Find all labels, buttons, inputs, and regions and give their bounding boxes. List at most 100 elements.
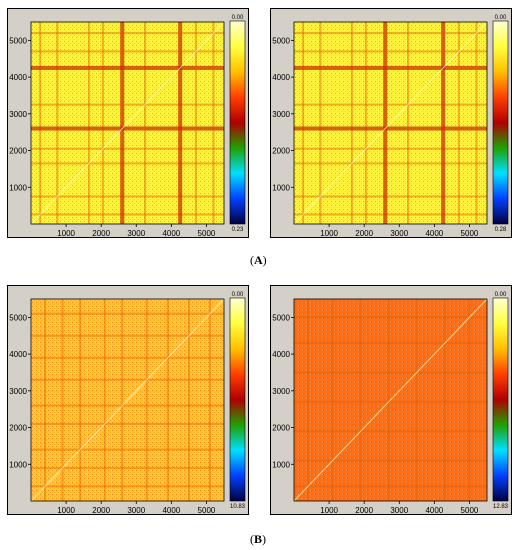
heatmap-band-vertical [103, 299, 106, 501]
y-tick-label: 2000 [9, 424, 27, 433]
y-tick-label: 1000 [9, 183, 27, 192]
y-tick-label: 5000 [9, 36, 27, 45]
colorbar-bottom-label: 12.83 [493, 504, 509, 510]
x-tick-label: 5000 [461, 229, 479, 237]
heatmap-chart-b-right: 1000 2000 3000 4000 5000 1000 2000 3000 4000 5000… [272, 292, 509, 514]
colorbar-top-label: 0.00 [495, 292, 507, 298]
heatmap-band-vertical [79, 299, 82, 501]
x-tick-label: 4000 [425, 229, 443, 237]
heatmap-band-horizontal [294, 430, 487, 433]
heatmap-band-horizontal [294, 103, 487, 106]
heatmap-band-vertical [39, 22, 42, 224]
x-tick-label: 5000 [198, 506, 216, 514]
heatmap-band-horizontal [31, 147, 224, 150]
x-tick-label: 3000 [390, 229, 408, 237]
x-tick-label: 3000 [127, 229, 145, 237]
y-tick-label: 5000 [272, 36, 290, 45]
heatmap-band-vertical [120, 22, 125, 224]
x-tick-label: 2000 [92, 506, 110, 514]
heatmap-band-vertical [145, 299, 148, 501]
heatmap-band-horizontal [294, 316, 487, 319]
heatmap-band-vertical [56, 22, 59, 224]
colorbar-bottom-label: 0.23 [232, 227, 244, 233]
heatmap-band-vertical [44, 299, 47, 501]
heatmap-panel-a-right: 1000 2000 3000 4000 5000 1000 2000 3000 4000 5000… [270, 8, 512, 238]
x-tick-label: 5000 [461, 506, 479, 514]
heatmap-band-vertical [331, 299, 334, 501]
heatmap-band-horizontal [31, 195, 224, 198]
plot-frame [30, 21, 225, 225]
heatmap-band-horizontal [31, 448, 224, 451]
heatmap-band-vertical [178, 22, 183, 224]
heatmap-chart-b-left: 1000 2000 3000 4000 5000 1000 2000 3000 4000 5000… [9, 292, 246, 514]
heatmap-band-horizontal [31, 485, 224, 488]
heatmap-band-horizontal [31, 378, 224, 381]
heatmap-band-horizontal [294, 342, 487, 345]
heatmap-band-horizontal [31, 356, 224, 359]
heatmap-band-horizontal [294, 65, 487, 70]
x-tick-label: 1000 [57, 506, 75, 514]
y-tick-label: 5000 [9, 313, 27, 322]
heatmap-band-vertical [307, 299, 310, 501]
heatmap-band-vertical [443, 299, 446, 501]
colorbar-top-label: 0.00 [232, 292, 244, 298]
colorbar [229, 20, 246, 225]
colorbar-bottom-label: 0.28 [495, 227, 507, 233]
x-tick-label: 1000 [57, 229, 75, 237]
heatmap-band-vertical [350, 22, 353, 224]
heatmap-band-horizontal [294, 162, 487, 165]
heatmap-band-horizontal [31, 126, 224, 131]
heatmap-band-vertical [387, 299, 390, 501]
heatmap-band-vertical [359, 299, 362, 501]
heatmap-band-horizontal [294, 147, 487, 150]
y-tick-label: 1000 [9, 460, 27, 469]
heatmap-band-vertical [208, 299, 211, 501]
colorbar-top-label: 0.00 [495, 15, 507, 21]
x-tick-label: 1000 [320, 229, 338, 237]
heatmap-band-vertical [364, 22, 367, 224]
y-tick-label: 1000 [272, 183, 290, 192]
heatmap-band-horizontal [31, 466, 224, 469]
heatmap-band-vertical [415, 299, 418, 501]
heatmap-band-vertical [441, 22, 446, 224]
heatmap-band-vertical [187, 299, 190, 501]
x-tick-label: 2000 [92, 229, 110, 237]
heatmap-band-horizontal [31, 334, 224, 337]
heatmap-band-vertical [166, 299, 169, 501]
heatmap-band-vertical [475, 22, 478, 224]
heatmap-band-vertical [302, 22, 305, 224]
y-tick-label: 5000 [272, 313, 290, 322]
heatmap-band-horizontal [294, 195, 487, 198]
heatmap-band-vertical [87, 22, 90, 224]
x-tick-label: 2000 [355, 229, 373, 237]
heatmap-band-horizontal [294, 459, 487, 462]
heatmap-diagonal [293, 298, 488, 502]
x-tick-label: 4000 [425, 506, 443, 514]
y-tick-label: 4000 [272, 73, 290, 82]
heatmap-band-horizontal [31, 213, 224, 216]
colorbar-bottom-label: 10.83 [230, 504, 246, 510]
x-tick-label: 4000 [162, 229, 180, 237]
heatmap-band-vertical [121, 299, 124, 501]
plot-frame [30, 298, 225, 502]
heatmap-band-horizontal [294, 213, 487, 216]
y-tick-label: 2000 [272, 147, 290, 156]
y-tick-label: 2000 [9, 147, 27, 156]
colorbar [492, 297, 509, 502]
x-tick-label: 3000 [390, 506, 408, 514]
plot-frame [293, 298, 488, 502]
x-tick-label: 4000 [162, 506, 180, 514]
plot-frame [293, 21, 488, 225]
heatmap-band-vertical [468, 299, 471, 501]
heatmap-diagonal [30, 298, 225, 502]
heatmap-band-horizontal [31, 65, 224, 70]
heatmap-band-horizontal [294, 32, 487, 35]
heatmap-band-horizontal [294, 400, 487, 403]
figure-label-b: (B) [250, 532, 267, 546]
colorbar [492, 20, 509, 225]
heatmap-band-horizontal [31, 32, 224, 35]
heatmap-panel-b-left: 1000 2000 3000 4000 5000 1000 2000 3000 4000 5000… [7, 285, 249, 515]
heatmap-band-horizontal [31, 312, 224, 315]
heatmap-panel-a-left: 1000 2000 3000 4000 5000 1000 2000 3000 4000 5000… [7, 8, 249, 238]
heatmap-band-vertical [383, 22, 388, 224]
